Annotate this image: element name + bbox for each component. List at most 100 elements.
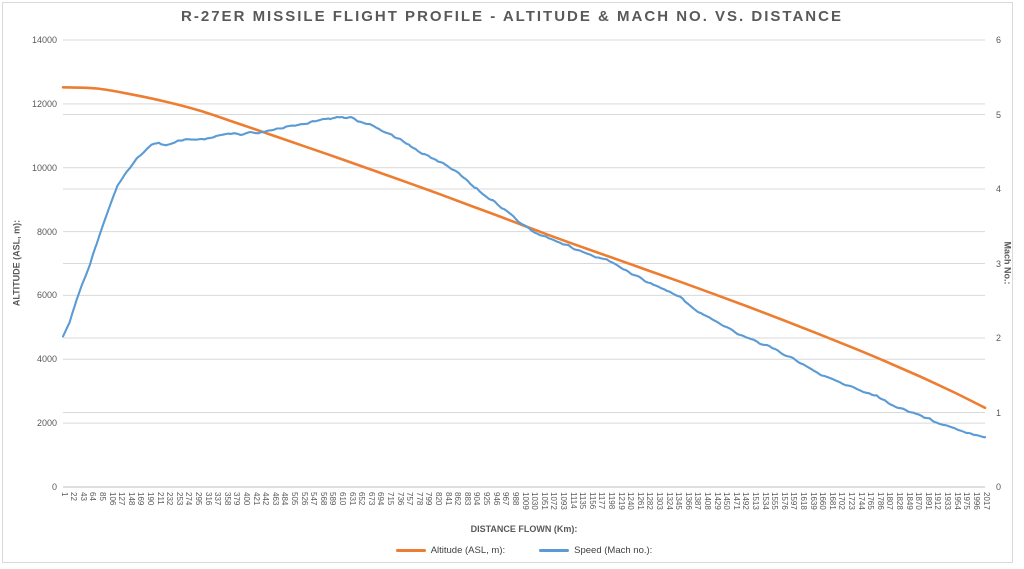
chart-title: R-27ER MISSILE FLIGHT PROFILE - ALTITUDE…	[181, 8, 843, 25]
legend: Altitude (ASL, m): Speed (Mach no.):	[63, 545, 985, 556]
x-tick-label: 358	[222, 492, 232, 506]
legend-label-altitude: Altitude (ASL, m):	[430, 545, 506, 556]
x-tick-label: 820	[434, 492, 444, 506]
x-tick-label: 1450	[722, 492, 732, 510]
y-left-tick-label: 0	[51, 482, 57, 492]
x-tick-label: 1324	[664, 492, 674, 510]
speed-line-swatch	[539, 549, 570, 552]
x-tick-label: 43	[78, 492, 88, 501]
x-tick-label: 295	[193, 492, 203, 506]
x-tick-label: 337	[213, 492, 223, 506]
y-right-tick-label: 2	[996, 333, 1002, 343]
x-tick-label: 1912	[933, 492, 943, 510]
x-tick-label: 1198	[606, 492, 616, 510]
x-tick-label: 1576	[779, 492, 789, 510]
x-tick-label: 127	[117, 492, 127, 506]
x-tick-label: 1219	[616, 492, 626, 510]
x-tick-label: 1849	[904, 492, 914, 510]
series-line-speed	[61, 115, 987, 439]
x-tick-label: 421	[251, 492, 261, 506]
y-left-tick-label: 14000	[31, 35, 57, 45]
x-tick-label: 883	[462, 492, 472, 506]
chart-frame	[2, 2, 1013, 563]
x-tick-label: 1723	[847, 492, 857, 510]
x-tick-label: 1996	[971, 492, 981, 510]
x-tick-label: 22	[69, 492, 79, 501]
x-tick-label: 862	[453, 492, 463, 506]
x-tick-label: 442	[261, 492, 271, 506]
x-tick-label: 610	[338, 492, 348, 506]
x-tick-label: 1156	[587, 492, 597, 510]
x-tick-label: 568	[318, 492, 328, 506]
x-tick-label: 1135	[578, 492, 588, 510]
x-tick-label: 1975	[962, 492, 972, 510]
x-tick-label: 526	[299, 492, 309, 506]
x-tick-label: 967	[501, 492, 511, 506]
x-tick-label: 547	[309, 492, 319, 506]
x-tick-label: 85	[97, 492, 107, 501]
y-right-tick-label: 3	[996, 258, 1002, 269]
x-tick-label: 253	[174, 492, 184, 506]
x-tick-label: 1387	[693, 492, 703, 510]
x-tick-label: 1072	[549, 492, 559, 510]
y-right-tick-label: 4	[996, 184, 1002, 194]
x-tick-label: 673	[366, 492, 376, 506]
y-right-tick-label: 5	[996, 109, 1002, 120]
x-tick-label: 64	[88, 492, 98, 501]
x-tick-label: 1093	[558, 492, 568, 510]
y-right-tick-label: 1	[996, 407, 1002, 418]
x-tick-label: 1051	[539, 492, 549, 510]
x-tick-label: 589	[328, 492, 338, 506]
x-tick-label: 694	[376, 492, 386, 506]
x-tick-label: 1030	[530, 492, 540, 510]
x-tick-label: 211	[155, 492, 165, 505]
x-tick-label: 1282	[645, 492, 655, 510]
x-tick-label: 1345	[674, 492, 684, 510]
x-tick-label: 1660	[818, 492, 828, 510]
x-tick-label: 1702	[837, 492, 847, 510]
x-tick-label: 1534	[760, 492, 770, 510]
x-tick-label: 232	[165, 492, 175, 506]
x-tick-label: 274	[184, 492, 194, 506]
x-tick-label: 1765	[866, 492, 876, 510]
x-tick-label: 1807	[885, 492, 895, 510]
x-tick-label: 379	[232, 492, 242, 506]
x-tick-label: 925	[482, 492, 492, 506]
x-tick-label: 988	[510, 492, 520, 506]
x-tick-label: 148	[126, 492, 136, 506]
x-tick-label: 946	[491, 492, 501, 506]
y-left-tick-label: 10000	[31, 162, 57, 173]
x-tick-label: 1954	[952, 492, 962, 510]
x-tick-label: 1366	[683, 492, 693, 510]
x-tick-label: 1891	[923, 492, 933, 510]
x-tick-label: 106	[107, 492, 117, 506]
x-tick-label: 1009	[520, 492, 530, 510]
x-tick-label: 2017	[981, 492, 991, 510]
y-left-tick-label: 12000	[31, 98, 57, 109]
x-tick-label: 904	[472, 492, 482, 506]
x-tick-label: 1492	[741, 492, 751, 510]
x-tick-label: 799	[424, 492, 434, 506]
y-axis-title-left: ALTITUDE (ASL, m):	[11, 219, 22, 307]
x-tick-label: 505	[290, 492, 299, 506]
x-tick-label: 1786	[875, 492, 885, 510]
altitude-line-swatch	[395, 549, 426, 552]
x-tick-label: 1618	[799, 492, 809, 510]
x-tick-label: 652	[357, 492, 367, 506]
x-tick-label: 841	[443, 492, 453, 506]
x-tick-label: 736	[395, 492, 405, 506]
x-tick-label: 1240	[626, 492, 636, 510]
x-axis-title: DISTANCE FLOWN (Km):	[470, 524, 578, 534]
x-tick-label: 169	[136, 492, 146, 506]
y-axis-title-right: Mach No.:	[1002, 241, 1013, 285]
x-tick-label: 463	[270, 492, 280, 506]
legend-item-altitude: Altitude (ASL, m):	[395, 545, 506, 556]
x-tick-label: 715	[386, 492, 396, 506]
y-left-tick-label: 2000	[36, 418, 57, 429]
x-tick-label: 400	[241, 492, 251, 506]
x-tick-label: 1597	[789, 492, 799, 510]
x-tick-label: 1429	[712, 492, 722, 510]
x-tick-label: 1933	[943, 492, 953, 510]
